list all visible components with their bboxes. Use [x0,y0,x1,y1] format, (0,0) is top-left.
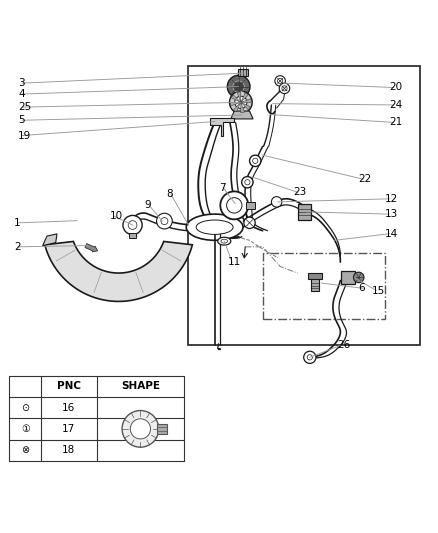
Circle shape [253,158,258,164]
Text: 16: 16 [62,402,75,413]
Bar [341,271,355,284]
Polygon shape [210,118,234,135]
Circle shape [235,96,247,108]
Text: 22: 22 [359,174,372,184]
Text: 7: 7 [219,183,226,193]
Text: 10: 10 [110,211,123,221]
Wedge shape [231,95,241,102]
Text: 19: 19 [18,131,32,141]
Circle shape [161,217,168,224]
Bar [246,202,255,209]
Text: 4: 4 [18,89,25,99]
Circle shape [227,75,250,98]
Ellipse shape [186,214,243,240]
Bar [129,233,136,238]
Text: 24: 24 [389,100,403,110]
Bar [238,69,248,76]
Circle shape [245,180,250,185]
Bar [297,204,311,220]
Ellipse shape [196,220,233,235]
Text: 21: 21 [389,117,403,127]
Text: 9: 9 [145,200,152,211]
Bar [188,66,420,345]
Circle shape [250,155,261,166]
Circle shape [131,419,151,439]
Circle shape [122,410,159,447]
Circle shape [353,272,364,282]
Text: 23: 23 [293,187,307,197]
Wedge shape [233,102,241,112]
Text: ⊙: ⊙ [21,402,29,413]
Text: 25: 25 [18,102,32,112]
Text: 20: 20 [389,83,403,93]
Circle shape [128,221,137,229]
Text: ⊗: ⊗ [21,445,29,455]
Circle shape [230,91,252,114]
Circle shape [307,354,312,360]
Bar [263,253,385,319]
Text: 13: 13 [385,209,398,219]
Text: 26: 26 [337,340,350,350]
Text: 8: 8 [166,189,173,199]
Wedge shape [241,102,244,113]
Text: 1: 1 [14,218,21,228]
Wedge shape [230,102,241,106]
Text: 6: 6 [359,284,365,293]
Circle shape [282,86,287,91]
Circle shape [233,81,244,92]
Ellipse shape [218,237,231,245]
Circle shape [244,217,255,229]
Text: 3: 3 [18,78,25,88]
Text: 11: 11 [228,257,241,267]
Text: SHAPE: SHAPE [121,381,160,391]
Circle shape [279,83,290,94]
Circle shape [156,213,172,229]
Circle shape [123,215,142,235]
Bar [308,272,322,279]
Polygon shape [231,111,253,119]
Polygon shape [42,234,57,246]
Bar [311,275,319,291]
Circle shape [275,76,286,86]
Text: 5: 5 [18,115,25,125]
Ellipse shape [221,239,227,243]
Circle shape [220,191,248,220]
Text: 15: 15 [372,286,385,295]
Circle shape [278,78,283,84]
Polygon shape [10,376,184,397]
Text: 2: 2 [14,242,21,252]
Circle shape [226,198,242,213]
Circle shape [304,351,316,364]
Circle shape [272,197,282,207]
Wedge shape [241,93,248,102]
Bar [156,424,167,434]
Text: 12: 12 [385,194,398,204]
Wedge shape [241,102,251,110]
Text: ①: ① [21,424,29,434]
Wedge shape [237,92,241,102]
FancyArrow shape [85,244,98,252]
Text: 18: 18 [62,445,75,455]
Text: 14: 14 [385,229,398,239]
Circle shape [242,176,253,188]
Text: 17: 17 [62,424,75,434]
Wedge shape [241,99,251,102]
Polygon shape [45,241,192,301]
Text: PNC: PNC [57,381,81,391]
